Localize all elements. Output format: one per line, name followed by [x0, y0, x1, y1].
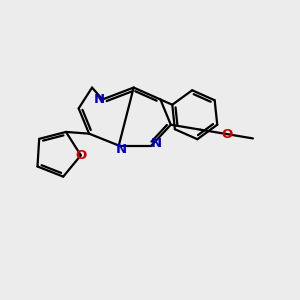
Text: O: O — [221, 128, 232, 140]
Text: O: O — [75, 149, 86, 162]
Text: N: N — [150, 137, 161, 150]
Text: N: N — [116, 142, 127, 156]
Text: N: N — [93, 93, 104, 106]
